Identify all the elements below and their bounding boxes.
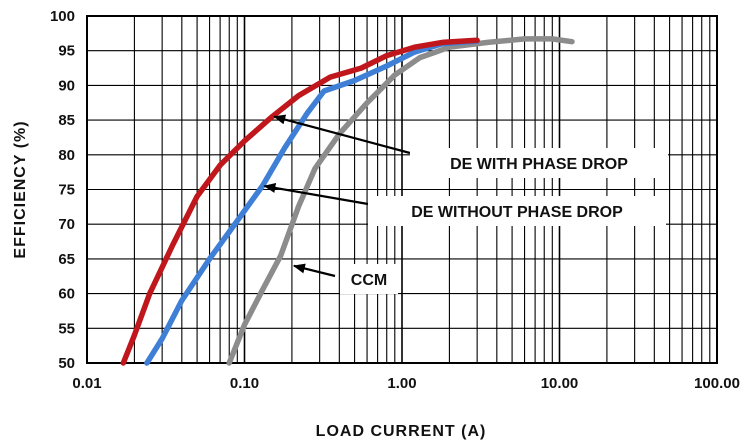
- x-axis-title: LOAD CURRENT (A): [316, 423, 487, 440]
- annotation-box: [410, 148, 668, 178]
- y-tick-label: 50: [58, 355, 75, 372]
- y-tick-label: 85: [58, 112, 75, 129]
- y-tick-label: 75: [58, 182, 75, 199]
- annotation-label: CCM: [351, 272, 387, 289]
- series-line: [226, 36, 575, 366]
- x-tick-label: 0.10: [230, 375, 259, 392]
- y-tick-label: 65: [58, 251, 75, 268]
- y-tick-label: 70: [58, 216, 75, 233]
- y-tick-label: 95: [58, 43, 75, 60]
- annotation-label: DE WITH PHASE DROP: [450, 156, 628, 173]
- annotation-arrow: [273, 114, 411, 155]
- series-line: [144, 38, 480, 366]
- annotation-box: [340, 264, 398, 294]
- y-axis-title: EFFICIENCY (%): [12, 120, 29, 258]
- annotation-label: DE WITHOUT PHASE DROP: [411, 204, 623, 221]
- y-tick-label: 55: [58, 320, 75, 337]
- x-tick-label: 0.01: [72, 375, 101, 392]
- x-tick-label: 1.00: [387, 375, 416, 392]
- annotation-box: [368, 196, 666, 226]
- x-tick-label: 100.00: [694, 375, 740, 392]
- y-tick-label: 60: [58, 286, 75, 303]
- y-tick-label: 80: [58, 147, 75, 164]
- x-tick-label: 10.00: [541, 375, 579, 392]
- plot-frame: [86, 15, 718, 364]
- annotation-arrow: [263, 182, 369, 206]
- series-line: [120, 37, 480, 366]
- y-tick-label: 100: [50, 8, 75, 25]
- y-tick-label: 90: [58, 77, 75, 94]
- annotation-arrow: [292, 263, 336, 278]
